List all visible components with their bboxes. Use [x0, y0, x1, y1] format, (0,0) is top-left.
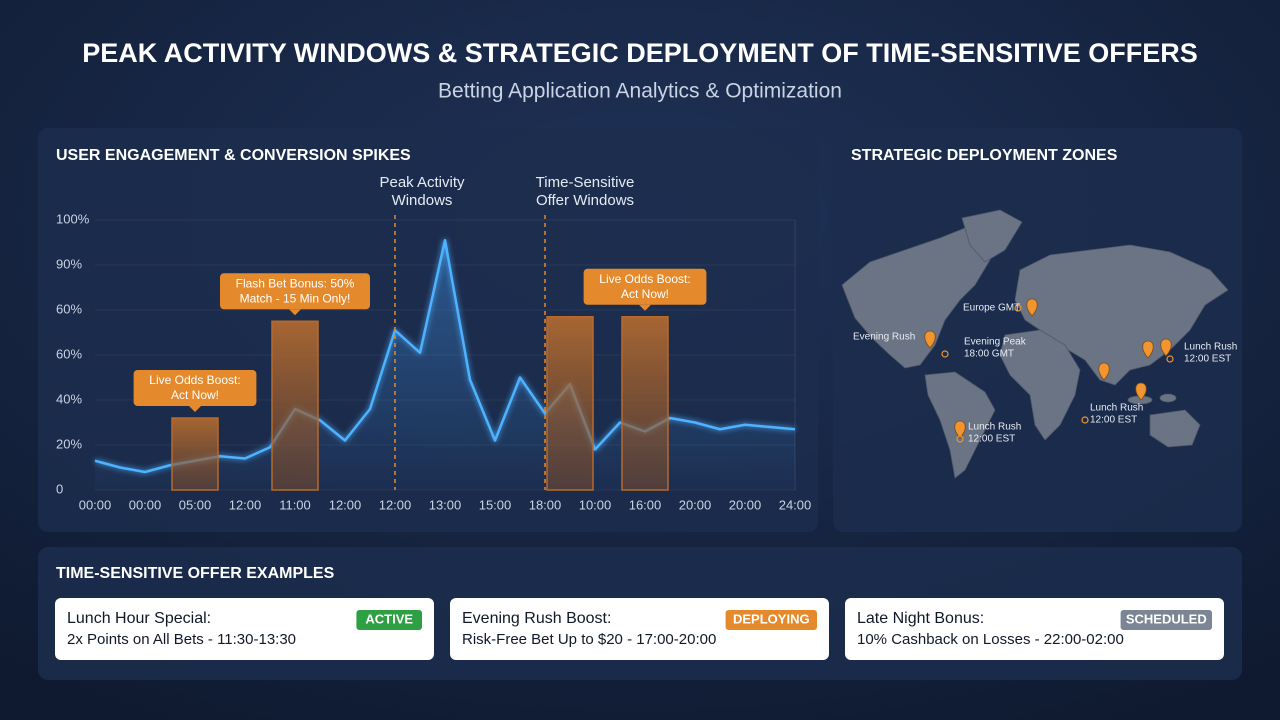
- x-tick-label: 05:00: [179, 497, 212, 512]
- x-tick-label: 16:00: [629, 497, 662, 512]
- x-tick-label: 20:00: [729, 497, 762, 512]
- y-tick-label: 20%: [56, 436, 82, 451]
- x-tick-label: 15:00: [479, 497, 512, 512]
- callout-box: [220, 273, 370, 310]
- map-label: Europe GMT: [963, 303, 1020, 314]
- label-dot: [1081, 416, 1089, 424]
- y-tick-label: 40%: [56, 391, 82, 406]
- chart: 0 20% 40% 60% 60% 90% 100% 00:00 00:00 05:00 12:00…: [56, 174, 811, 512]
- africa: [999, 329, 1081, 441]
- x-tick-label: 12:00: [379, 497, 412, 512]
- map-pin: [1026, 298, 1038, 317]
- callout-text: Match - 15 Min Only!: [240, 291, 351, 305]
- label-dot: [956, 435, 964, 443]
- y-tick-label: 60%: [56, 346, 82, 361]
- map-pin: [954, 420, 966, 439]
- callout-text: Live Odds Boost:: [599, 272, 690, 286]
- offer-title: Lunch Hour Special:: [67, 610, 211, 627]
- map-pin: [1098, 362, 1110, 381]
- map-pin: [1142, 340, 1154, 359]
- x-tick-label: 00:00: [79, 497, 112, 512]
- status-label: DEPLOYING: [733, 611, 810, 626]
- x-tick-label: 00:00: [129, 497, 162, 512]
- marker-label: Offer Windows: [536, 192, 634, 209]
- greenland: [961, 209, 1023, 263]
- north-america: [841, 217, 1001, 369]
- offer-cards: Lunch Hour Special: 2x Points on All Bets…: [55, 598, 1224, 660]
- chart-title: USER ENGAGEMENT & CONVERSION SPIKES: [56, 147, 411, 164]
- map-label: Lunch Rush: [968, 422, 1021, 433]
- label-dot: [1166, 355, 1174, 363]
- offer-card: [55, 598, 434, 660]
- map-label: Evening Rush: [853, 332, 915, 343]
- label-dot: [1014, 304, 1022, 312]
- line-area: [95, 240, 795, 490]
- callout-pointer: [189, 406, 201, 412]
- callout-pointer: [289, 309, 301, 316]
- x-tick-label: 10:00: [579, 497, 612, 512]
- callout-text: Act Now!: [621, 287, 669, 301]
- x-tick-label: 13:00: [429, 497, 462, 512]
- status-badge: [356, 610, 422, 630]
- map-label: 12:00 EST: [1090, 415, 1137, 426]
- offers-title: TIME-SENSITIVE OFFER EXAMPLES: [56, 565, 335, 582]
- x-tick-label: 11:00: [279, 497, 311, 512]
- map-pin: [1135, 382, 1147, 401]
- offer-detail: Risk-Free Bet Up to $20 - 17:00-20:00: [462, 631, 716, 648]
- offer-window-bar: [271, 320, 319, 491]
- x-tick-label: 24:00: [779, 497, 812, 512]
- australia: [1149, 409, 1201, 448]
- callout-pointer: [639, 304, 651, 311]
- callout-text: Flash Bet Bonus: 50%: [236, 276, 355, 290]
- y-tick-label: 90%: [56, 256, 82, 271]
- map-label: 18:00 GMT: [964, 349, 1014, 360]
- callout-box: [583, 268, 707, 305]
- offer-title: Evening Rush Boost:: [462, 610, 611, 627]
- offer-title: Late Night Bonus:: [857, 610, 984, 627]
- world-map: [841, 209, 1229, 479]
- offer-detail: 10% Cashback on Losses - 22:00-02:00: [857, 631, 1124, 648]
- offer-window-bar: [621, 316, 669, 491]
- map-title: STRATEGIC DEPLOYMENT ZONES: [851, 147, 1118, 164]
- y-tick-label: 0: [56, 481, 63, 496]
- marker-label: Time-Sensitive: [536, 174, 635, 191]
- callout-text: Live Odds Boost:: [149, 373, 240, 387]
- map-markers: Europe GMT Evening Rush Evening Peak18:00 …: [853, 298, 1237, 445]
- x-tick-label: 12:00: [329, 497, 362, 512]
- callout-text: Act Now!: [171, 388, 219, 402]
- page-title: PEAK ACTIVITY WINDOWS & STRATEGIC DEPLOY…: [82, 38, 1198, 68]
- map-pin: [1160, 338, 1172, 357]
- status-badge: [1120, 610, 1212, 630]
- map-label: Lunch Rush: [1184, 342, 1237, 353]
- offer-window-bar: [546, 316, 594, 491]
- y-tick-label: 60%: [56, 301, 82, 316]
- map-label: 12:00 EST: [1184, 354, 1231, 365]
- map-label: Lunch Rush: [1090, 403, 1143, 414]
- map-label: Evening Peak: [964, 337, 1027, 348]
- y-tick-label: 100%: [56, 211, 90, 226]
- status-badge: [725, 610, 817, 630]
- status-label: SCHEDULED: [1126, 611, 1207, 626]
- marker-label: Windows: [392, 192, 453, 209]
- map-pin: [924, 330, 936, 349]
- x-tick-label: 12:00: [229, 497, 262, 512]
- label-dot: [941, 350, 949, 358]
- map-label: 12:00 EST: [968, 434, 1015, 445]
- islands: [1159, 393, 1177, 403]
- x-tick-label: 20:00: [679, 497, 712, 512]
- marker-label: Peak Activity: [379, 174, 465, 191]
- callout-box: [133, 370, 257, 406]
- page-subtitle: Betting Application Analytics & Optimiza…: [438, 80, 842, 103]
- status-label: ACTIVE: [365, 611, 413, 626]
- offer-window-bar: [171, 417, 219, 491]
- offer-detail: 2x Points on All Bets - 11:30-13:30: [67, 631, 296, 648]
- x-tick-label: 18:00: [529, 497, 562, 512]
